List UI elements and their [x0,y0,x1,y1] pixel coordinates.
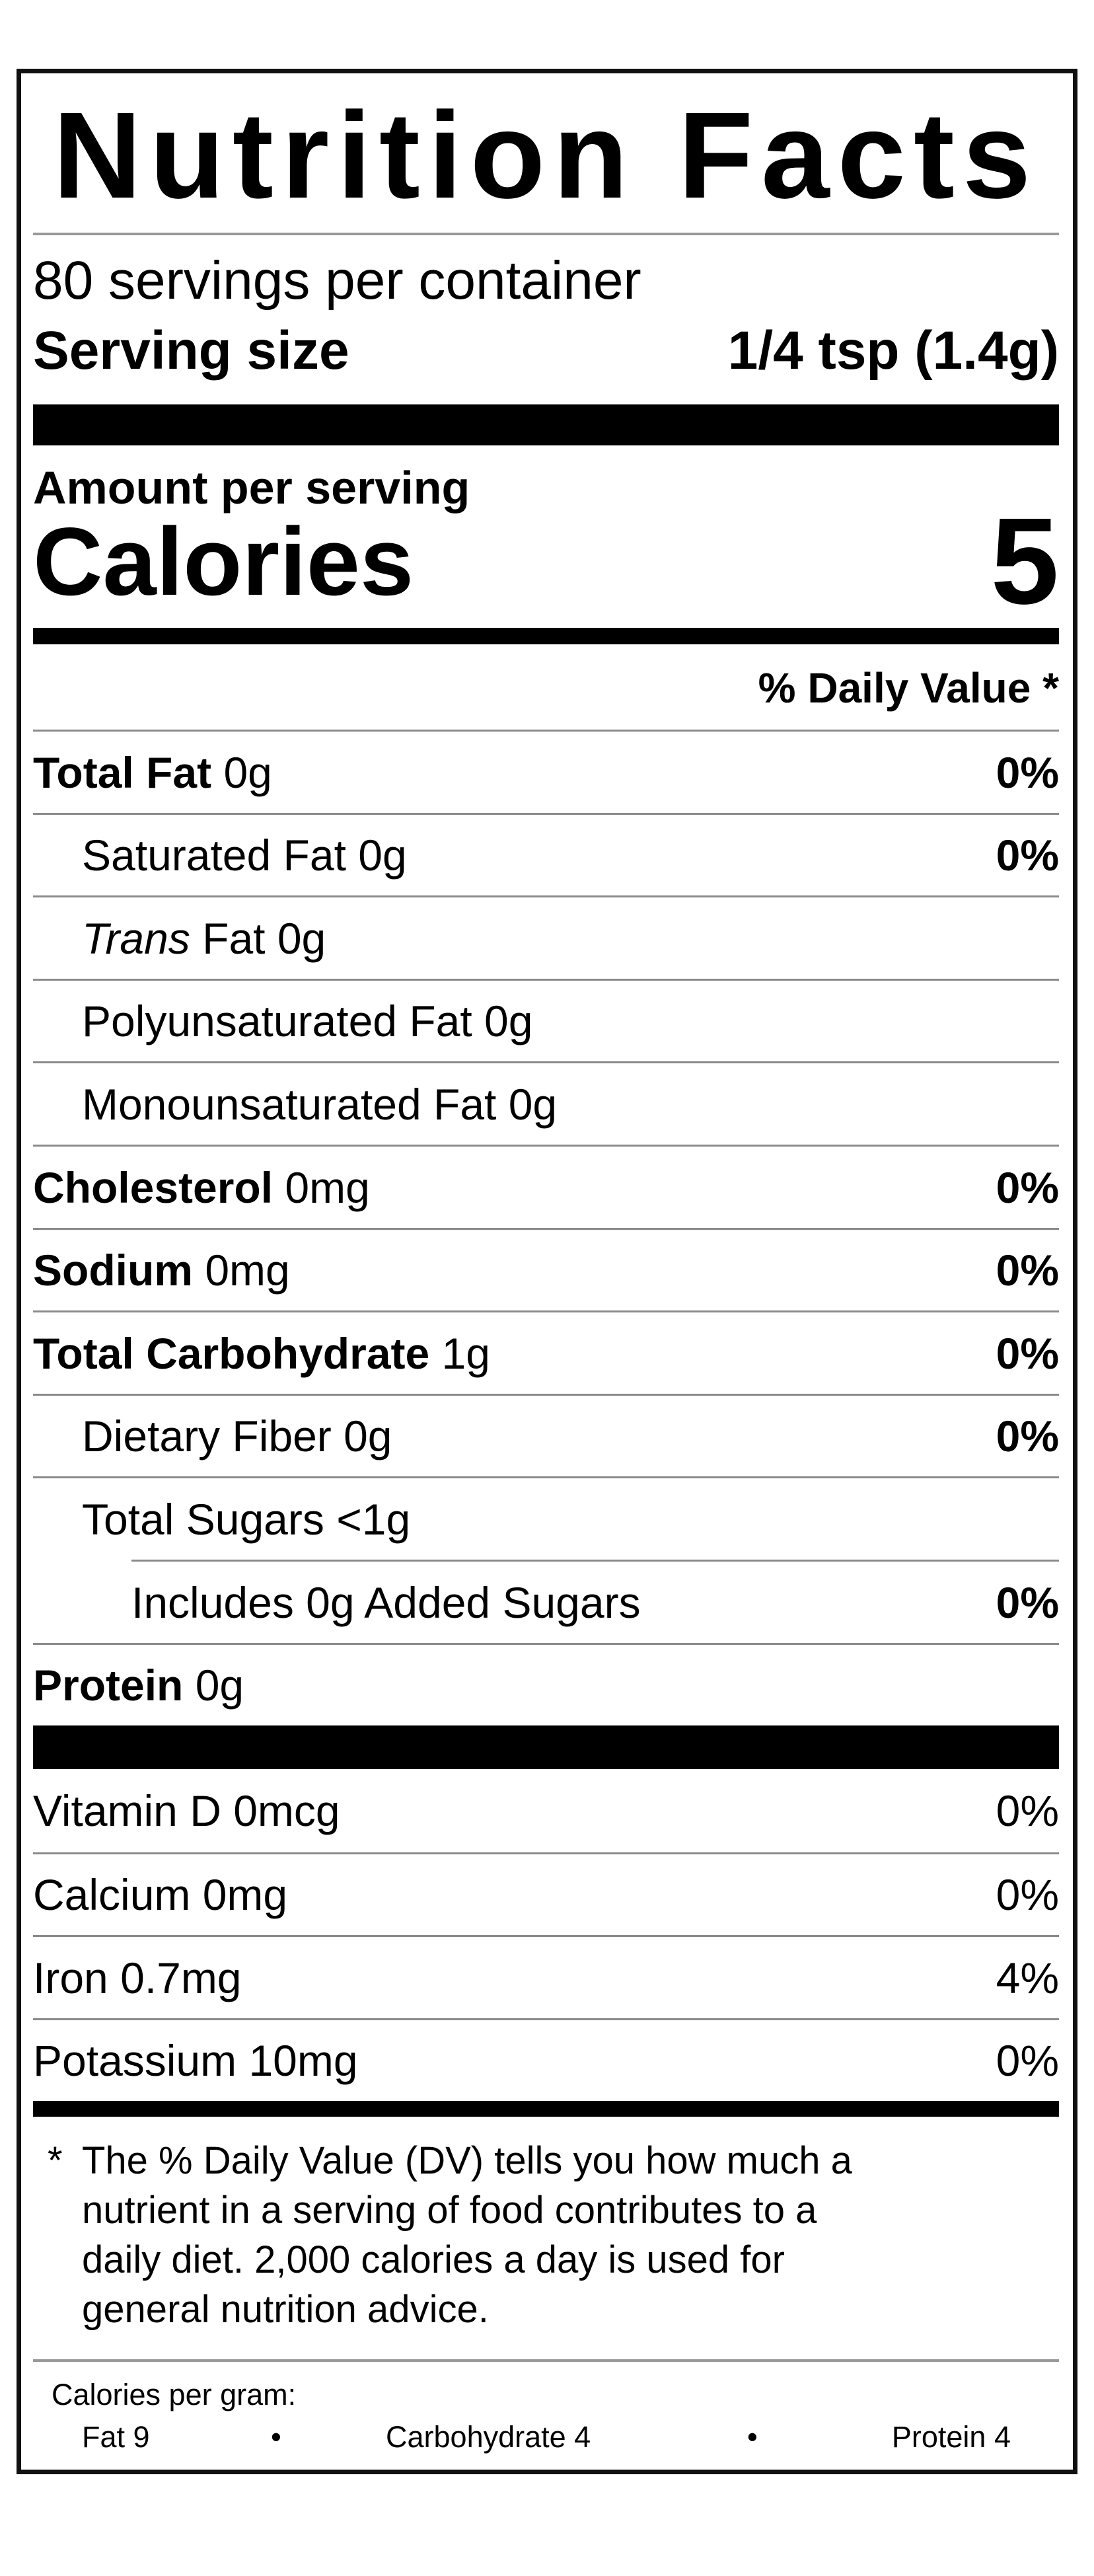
vitamin-daily-value: 0% [996,1870,1059,1920]
vitamin-daily-value: 4% [996,1953,1059,2002]
nutrient-bold: Total Fat [33,747,212,797]
footnote-line: daily diet. 2,000 calories a day is used… [82,2238,785,2281]
nutrient-row: Protein 0g [33,1642,1059,1726]
nutrient-text: Fat 0g [202,913,326,963]
bullet-separator: • [747,2420,758,2454]
thick-divider-vitamins [33,1725,1059,1769]
nutrient-text: Monounsaturated Fat 0g [82,1079,558,1129]
vitamin-label: Calcium 0mg [33,1870,288,1920]
vitamin-row: Potassium 10mg 0% [33,2018,1059,2102]
calories-per-gram-label: Calories per gram: [52,2378,297,2411]
nutrient-row: Total Fat 0g 0% [33,730,1059,813]
nutrient-daily-value: 0% [996,1577,1059,1627]
nutrient-label: Saturated Fat 0g [33,830,407,880]
thick-divider [33,404,1059,445]
nutrient-row: Polyunsaturated Fat 0g [33,978,1059,1062]
nutrient-label: Includes 0g Added Sugars [131,1577,641,1628]
nutrient-text: Total Sugars <1g [82,1494,411,1544]
nutrient-row: Total Carbohydrate 1g 0% [33,1310,1059,1394]
nutrient-text: Includes 0g Added Sugars [131,1577,641,1627]
nutrient-row: Includes 0g Added Sugars 0% [131,1560,1059,1643]
vitamin-daily-value: 0% [996,2036,1059,2086]
footnote: The % Daily Value (DV) tells you how muc… [82,2136,1053,2334]
nutrient-row: Saturated Fat 0g 0% [33,812,1059,896]
nutrient-label: Sodium 0mg [33,1245,290,1295]
nutrient-bold: Sodium [33,1246,193,1295]
nutrient-daily-value: 0% [996,1162,1059,1212]
vitamin-row: Iron 0.7mg 4% [33,1935,1059,2018]
nutrient-daily-value: 0% [996,831,1059,880]
nutrient-row: Cholesterol 0mg 0% [33,1145,1059,1228]
nutrient-row: Sodium 0mg 0% [33,1227,1059,1311]
nutrient-label: Total Fat 0g [33,747,272,798]
vitamin-label: Iron 0.7mg [33,1953,242,2002]
calories-label: Calories [33,508,414,615]
serving-size-row: Serving size 1/4 tsp (1.4g) [33,320,1059,382]
footnote-line: The % Daily Value (DV) tells you how muc… [82,2139,852,2182]
vitamin-row: Calcium 0mg 0% [33,1852,1059,1936]
calories-per-gram-fat: Fat 9 [82,2420,150,2454]
nutrient-row: Dietary Fiber 0g 0% [33,1393,1059,1477]
footnote-line: general nutrition advice. [82,2288,489,2331]
nutrient-label: Monounsaturated Fat 0g [33,1079,557,1129]
medium-divider-footnote [33,2101,1059,2117]
nutrient-text: 0mg [205,1246,290,1295]
nutrient-label: Total Carbohydrate 1g [33,1328,490,1379]
nutrient-bold: Protein [33,1661,184,1710]
nutrient-daily-value: 0% [996,1328,1059,1378]
calories-per-gram-carbohydrate: Carbohydrate 4 [386,2420,591,2454]
amount-per-serving: Amount per serving [33,462,470,513]
footnote-divider [33,2359,1059,2362]
nutrient-text: Polyunsaturated Fat 0g [82,997,533,1046]
nutrient-daily-value: 0% [996,747,1059,797]
nutrient-label: Total Sugars <1g [33,1494,410,1544]
medium-divider [33,628,1059,644]
label-title: Nutrition Facts [53,87,1039,224]
nutrient-label: Cholesterol 0mg [33,1162,370,1213]
nutrient-text: Saturated Fat 0g [82,831,407,880]
daily-value-header: % Daily Value * [758,664,1059,712]
vitamin-label: Vitamin D 0mcg [33,1786,340,1835]
calories-per-gram-protein: Protein 4 [891,2420,1011,2454]
nutrition-label-border [17,69,1077,2474]
footnote-asterisk: * [48,2139,63,2182]
title-divider [33,233,1059,235]
calories-value: 5 [990,493,1059,630]
nutrient-bold: Cholesterol [33,1162,274,1212]
nutrient-bold: Total Carbohydrate [33,1328,430,1378]
nutrient-row: Trans Fat 0g [33,895,1059,979]
nutrient-label: Protein 0g [33,1660,244,1710]
servings-per-container: 80 servings per container [33,250,641,311]
nutrient-row: Total Sugars <1g [33,1476,1059,1560]
nutrient-label: Dietary Fiber 0g [33,1411,392,1461]
nutrient-text: 0g [223,747,272,797]
nutrient-text: 0g [195,1661,244,1710]
calories-row: Calories 5 [33,493,1059,630]
bullet-separator: • [271,2420,281,2454]
nutrient-daily-value: 0% [996,1246,1059,1295]
nutrient-row: Monounsaturated Fat 0g [33,1061,1059,1145]
vitamin-row: Vitamin D 0mcg 0% [33,1769,1059,1852]
nutrient-text: 1g [441,1328,490,1378]
serving-size-value: 1/4 tsp (1.4g) [727,321,1059,381]
nutrient-label: Trans Fat 0g [33,913,326,964]
vitamin-label: Potassium 10mg [33,2036,358,2086]
nutrient-text: Dietary Fiber 0g [82,1412,392,1461]
serving-size-label: Serving size [33,321,349,381]
nutrient-text: 0mg [285,1162,370,1212]
vitamin-daily-value: 0% [996,1786,1059,1835]
nutrient-italic: Trans [82,913,190,963]
nutrient-label: Polyunsaturated Fat 0g [33,996,532,1046]
footnote-line: nutrient in a serving of food contribute… [82,2189,817,2232]
nutrient-daily-value: 0% [996,1412,1059,1461]
